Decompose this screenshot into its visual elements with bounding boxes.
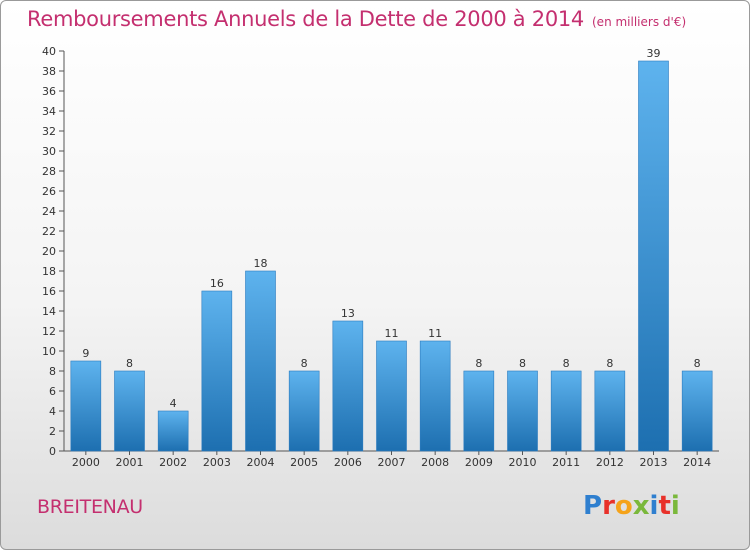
x-tick-label: 2007 [378, 456, 406, 469]
y-tick-label: 28 [42, 165, 56, 178]
y-tick-label: 24 [42, 205, 56, 218]
x-tick-label: 2003 [203, 456, 231, 469]
x-tick-label: 2005 [290, 456, 318, 469]
x-tick-label: 2012 [596, 456, 624, 469]
x-tick-label: 2000 [72, 456, 100, 469]
x-tick-label: 2002 [159, 456, 187, 469]
y-tick-label: 22 [42, 225, 56, 238]
bars [70, 60, 713, 452]
chart-title: Remboursements Annuels de la Dette de 20… [27, 7, 584, 31]
bar-2000 [70, 360, 102, 452]
y-tick-label: 14 [42, 305, 56, 318]
y-tick-label: 34 [42, 105, 56, 118]
title-block: Remboursements Annuels de la Dette de 20… [27, 7, 686, 31]
bar-value-label: 8 [126, 357, 133, 370]
y-tick-label: 6 [49, 385, 56, 398]
logo-letter: i [670, 491, 680, 521]
bar-value-label: 8 [606, 357, 613, 370]
logo-letter: x [632, 491, 650, 521]
y-tick-label: 30 [42, 145, 56, 158]
x-tick-label: 2010 [509, 456, 537, 469]
x-tick-label: 2013 [640, 456, 668, 469]
bar-value-label: 8 [301, 357, 308, 370]
bar-2006 [332, 320, 364, 452]
commune-name: BREITENAU [37, 496, 143, 518]
bar-2008 [419, 340, 451, 452]
y-tick-label: 2 [49, 425, 56, 438]
bar-2002 [157, 410, 189, 452]
bar-2014 [681, 370, 713, 452]
bar-value-label: 8 [475, 357, 482, 370]
bar-2009 [463, 370, 495, 452]
bar-value-label: 11 [428, 327, 442, 340]
y-tick-label: 12 [42, 325, 56, 338]
proxiti-logo[interactable]: Proxiti [583, 491, 680, 521]
bar-value-label: 8 [563, 357, 570, 370]
bar-value-label: 11 [385, 327, 399, 340]
y-tick-label: 20 [42, 245, 56, 258]
x-tick-label: 2011 [552, 456, 580, 469]
bar-2010 [507, 370, 538, 452]
y-tick-label: 8 [49, 365, 56, 378]
bar-2012 [594, 370, 626, 452]
y-tick-label: 18 [42, 265, 56, 278]
bar-value-label: 9 [82, 347, 89, 360]
y-tick-label: 32 [42, 125, 56, 138]
bar-value-label: 8 [519, 357, 526, 370]
bar-2005 [288, 370, 320, 452]
bar-value-label: 16 [210, 277, 224, 290]
chart-unit: (en milliers d'€) [592, 15, 687, 29]
logo-letter: r [602, 491, 615, 521]
bar-value-label: 39 [647, 47, 661, 60]
logo-letter: i [649, 491, 659, 521]
logo-letter: P [583, 491, 603, 521]
y-tick-label: 26 [42, 185, 56, 198]
x-tick-label: 2004 [247, 456, 275, 469]
bar-2007 [376, 340, 407, 452]
bar-value-label: 18 [254, 257, 268, 270]
logo-letter: o [614, 491, 633, 521]
x-tick-label: 2009 [465, 456, 493, 469]
bar-2003 [201, 290, 233, 452]
bar-value-label: 4 [170, 397, 177, 410]
logo-letter: t [658, 491, 671, 521]
x-tick-label: 2001 [116, 456, 144, 469]
y-tick-label: 36 [42, 85, 56, 98]
bar-value-label: 8 [694, 357, 701, 370]
y-tick-label: 10 [42, 345, 56, 358]
x-tick-label: 2014 [683, 456, 711, 469]
y-tick-label: 0 [49, 445, 56, 458]
y-tick-label: 16 [42, 285, 56, 298]
labels: 9 2000 8 2001 4 2002 16 2003 18 2004 8 2005 13 2006 11… [72, 47, 711, 469]
bar-2004 [245, 270, 276, 452]
y-tick-label: 38 [42, 65, 56, 78]
x-tick-label: 2008 [421, 456, 449, 469]
bar-value-label: 13 [341, 307, 355, 320]
bar-2011 [550, 370, 582, 452]
bar-2013 [638, 60, 669, 452]
x-tick-label: 2006 [334, 456, 362, 469]
y-tick-label: 4 [49, 405, 56, 418]
bar-2001 [114, 370, 145, 452]
y-tick-label: 40 [42, 45, 56, 58]
